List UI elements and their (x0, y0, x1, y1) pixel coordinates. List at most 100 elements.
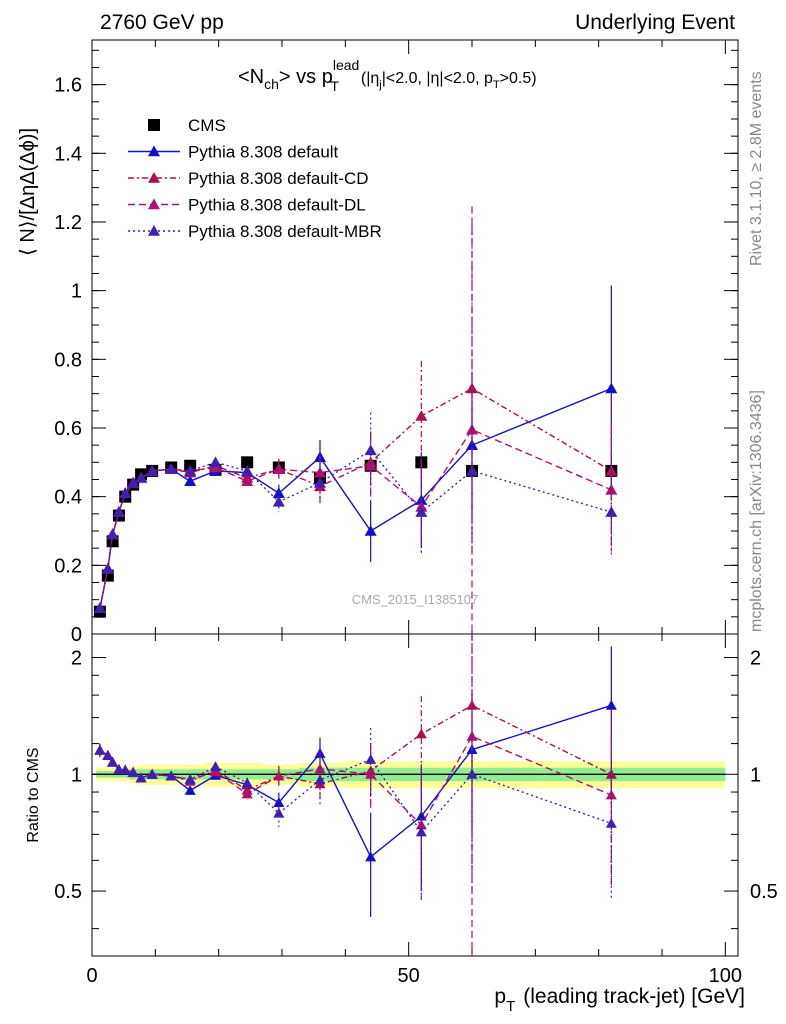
marker-mbr (165, 463, 178, 474)
marker-dl (241, 475, 254, 487)
marker-dl (272, 463, 285, 474)
ratio-tick-label-right: 1 (750, 764, 761, 786)
y-tick-label: 0 (71, 624, 82, 646)
ratio-marker-mbr (273, 807, 285, 818)
ratio-marker-default (605, 699, 617, 710)
y-tick-label: 0.6 (54, 418, 82, 440)
marker-default (605, 382, 618, 394)
series-line-mbr (99, 449, 612, 609)
marker-mbr (146, 464, 159, 476)
ratio-marker-default (365, 851, 377, 862)
ratio-marker-mbr (119, 764, 131, 775)
marker-mbr (314, 476, 326, 488)
ratio-marker-mbr (107, 756, 119, 767)
marker-cd (415, 409, 428, 421)
y-tick-label: 0.4 (54, 487, 82, 509)
y-tick-label: 0.2 (54, 555, 82, 577)
legend-label: CMS (188, 116, 226, 135)
series-default (93, 285, 618, 614)
legend: CMS Pythia 8.308 default Pythia 8.308 defa… (128, 116, 382, 241)
legend-marker-cms (148, 119, 160, 131)
marker-mbr (112, 506, 125, 517)
ratio-tick-label-right: 2 (750, 648, 761, 670)
marker-mbr (272, 495, 285, 507)
ratio-series-dl (94, 634, 617, 956)
ratio-marker-cd (415, 728, 427, 739)
legend-label: Pythia 8.308 default-MBR (188, 222, 382, 241)
marker-mbr (119, 487, 132, 499)
mcplots-source-note: mcplots.cern.ch [arXiv:1306.3436] (748, 390, 765, 632)
ratio-y-axis-label: Ratio to CMS (25, 747, 42, 842)
series-line-default (99, 387, 612, 609)
y-tick-label: 0.8 (54, 349, 82, 371)
marker-mbr (127, 476, 140, 488)
series-line-cd (99, 387, 612, 609)
cms-data-point (241, 456, 254, 469)
rivet-version-note: Rivet 3.1.10, ≥ 2.8M events (748, 71, 765, 266)
chart-title: <Nch> vs plead T (|ηj|<2.0, |η|<2.0, pT>0.… (238, 57, 537, 94)
series-layer (93, 206, 618, 956)
ratio-marker-mbr (146, 768, 158, 779)
x-tick-label: 100 (709, 965, 742, 987)
y-tick-label: 1.6 (54, 75, 82, 97)
marker-mbr (605, 506, 618, 517)
x-tick-label: 0 (86, 965, 97, 987)
legend-label: Pythia 8.308 default-DL (188, 196, 366, 215)
marker-mbr (184, 464, 197, 476)
marker-mbr (415, 506, 428, 517)
legend-marker-default (148, 145, 160, 157)
header-left: 2760 GeV pp (100, 11, 224, 34)
x-tick-label: 50 (398, 965, 420, 987)
marker-default (184, 475, 197, 487)
ratio-tick-label: 0.5 (54, 881, 82, 903)
ratio-marker-mbr (241, 777, 253, 788)
ratio-marker-mbr (165, 770, 177, 781)
ratio-marker-dl (273, 770, 285, 781)
ratio-tick-label: 1 (71, 764, 82, 786)
ratio-marker-mbr (466, 768, 478, 779)
ratio-series-mbr (94, 715, 617, 902)
marker-mbr (135, 471, 148, 483)
ratio-marker-mbr (415, 826, 427, 837)
ratio-marker-default (415, 810, 427, 821)
ratio-plot-frame (91, 633, 739, 957)
y-tick-label: 1 (71, 281, 82, 303)
ratio-marker-mbr (127, 766, 139, 777)
marker-mbr (241, 464, 254, 476)
ratio-marker-mbr (314, 774, 326, 785)
legend-marker-mbr (148, 225, 160, 236)
marker-mbr (101, 562, 114, 574)
marker-default (364, 524, 377, 536)
header-right: Underlying Event (575, 11, 735, 34)
marker-mbr (209, 456, 222, 468)
marker-mbr (364, 444, 377, 456)
ratio-tick-label-right: 0.5 (750, 881, 778, 903)
marker-dl (364, 459, 377, 471)
legend-label: Pythia 8.308 default-CD (188, 169, 369, 188)
marker-mbr (466, 464, 478, 476)
series-dl (93, 206, 618, 634)
y-tick-label: 1.2 (54, 212, 82, 234)
ratio-marker-dl (210, 766, 221, 777)
ratio-tick-label: 2 (71, 648, 82, 670)
ratio-marker-mbr (184, 774, 196, 784)
ratio-marker-mbr (605, 817, 617, 828)
marker-cd (605, 464, 618, 476)
marker-mbr (93, 602, 106, 614)
ratio-marker-mbr (210, 761, 221, 772)
x-axis-label: pT (leading track-jet) [GeV] (494, 985, 745, 1015)
series-mbr (93, 402, 618, 614)
ratio-marker-default (184, 785, 196, 795)
ratio-marker-mbr (102, 750, 114, 760)
marker-mbr (106, 528, 119, 540)
legend-label: Pythia 8.308 default (188, 143, 339, 162)
analysis-watermark: CMS_2015_I1385107 (352, 592, 479, 607)
series-line-dl (99, 428, 612, 609)
ratio-marker-dl (241, 788, 253, 799)
axes: 0 50 100 0 0.2 0.4 0.6 0.8 1 1.2 1.4 1.6 0.5 0.5 1 1 2 2 (54, 40, 778, 987)
legend-marker-dl (148, 198, 160, 210)
y-axis-label: ⟨ N⟩/[ΔηΔ(Δϕ)] (17, 128, 39, 256)
ratio-marker-mbr (94, 744, 106, 755)
legend-marker-cd (148, 172, 160, 183)
